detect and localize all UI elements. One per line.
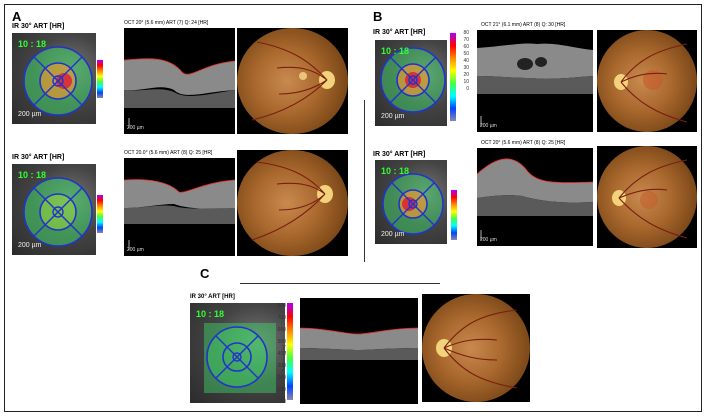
colorbar-ticks-b1: 80 70 60 50 40 30 20 10 0	[463, 30, 469, 92]
ir-scale-bar: 200 µm	[381, 231, 405, 238]
colorbar-unit-c: Thickness [µm]	[281, 345, 286, 372]
oct-scale-bar: 200 µm	[480, 237, 497, 243]
ir-title-a2: IR 30° ART [HR]	[12, 154, 65, 161]
ir-code: 10 : 18	[18, 39, 47, 49]
oct-scan-a2: 200 µm	[124, 158, 235, 256]
divider-horizontal	[240, 283, 440, 284]
fundus-photo-a1	[237, 28, 348, 134]
ir-thickness-map-a1: 10 : 18 200 µm	[12, 33, 96, 124]
colorbar-b2	[451, 190, 457, 240]
panel-label-b: B	[373, 9, 383, 24]
colorbar-a2	[97, 195, 103, 233]
oct-scan-b1: 200 µm	[477, 30, 593, 132]
oct-scale-bar: 200 µm	[480, 123, 497, 129]
ir-code: 10 : 18	[18, 170, 47, 180]
oct-label-b1: OCT 21° (6.1 mm) ART (8) Q: 30 [HR]	[481, 22, 566, 28]
ir-title-c: IR 30° ART [HR]	[190, 294, 235, 300]
oct-label-a2: OCT 20.0° (5.6 mm) ART (8) Q: 25 [HR]	[124, 150, 213, 156]
ir-scale-bar: 200 µm	[381, 113, 405, 120]
ir-thickness-map-c: 10 : 18	[190, 303, 285, 403]
oct-scan-b2: 200 µm	[477, 148, 593, 246]
oct-scale-bar: 200 µm	[127, 125, 144, 131]
ir-code: 10 : 18	[381, 166, 410, 176]
ir-thickness-map-b2: 10 : 18 200 µm	[375, 160, 447, 244]
colorbar-a1	[97, 60, 103, 98]
divider-vertical	[364, 100, 365, 262]
figure-frame	[4, 4, 702, 412]
ir-scale-bar: 200 µm	[18, 111, 42, 118]
oct-label-a1: OCT 20° (5.6 mm) ART (7) Q: 24 [HR]	[124, 20, 209, 26]
ir-code: 10 : 18	[196, 309, 225, 319]
fundus-photo-c	[422, 294, 530, 402]
oct-scale-bar: 200 µm	[127, 247, 144, 253]
ir-scale-bar: 200 µm	[18, 242, 42, 249]
fundus-photo-b1	[597, 30, 697, 132]
ir-thickness-map-a2: 10 : 18 200 µm	[12, 164, 96, 255]
oct-label-b2: OCT 20° (5.6 mm) ART (8) Q: 25 [HR]	[481, 140, 566, 146]
colorbar-c	[287, 303, 293, 400]
ir-code: 10 : 18	[381, 46, 410, 56]
colorbar-ticks-c: 800 700 600 500 400 300 200 100 0	[277, 303, 286, 405]
ir-thickness-map-b1: 10 : 18 200 µm	[375, 40, 447, 126]
ir-title-a1: IR 30° ART [HR]	[12, 23, 65, 30]
fundus-photo-b2	[597, 146, 697, 248]
ir-title-b1: IR 30° ART [HR]	[373, 29, 426, 36]
ir-title-b2: IR 30° ART [HR]	[373, 151, 426, 158]
panel-label-c: C	[200, 266, 210, 281]
fundus-photo-a2	[237, 150, 348, 256]
panel-label-a: A	[12, 9, 22, 24]
oct-scan-c	[300, 298, 418, 404]
oct-scan-a1: 200 µm	[124, 28, 235, 134]
colorbar-b1	[450, 33, 456, 121]
